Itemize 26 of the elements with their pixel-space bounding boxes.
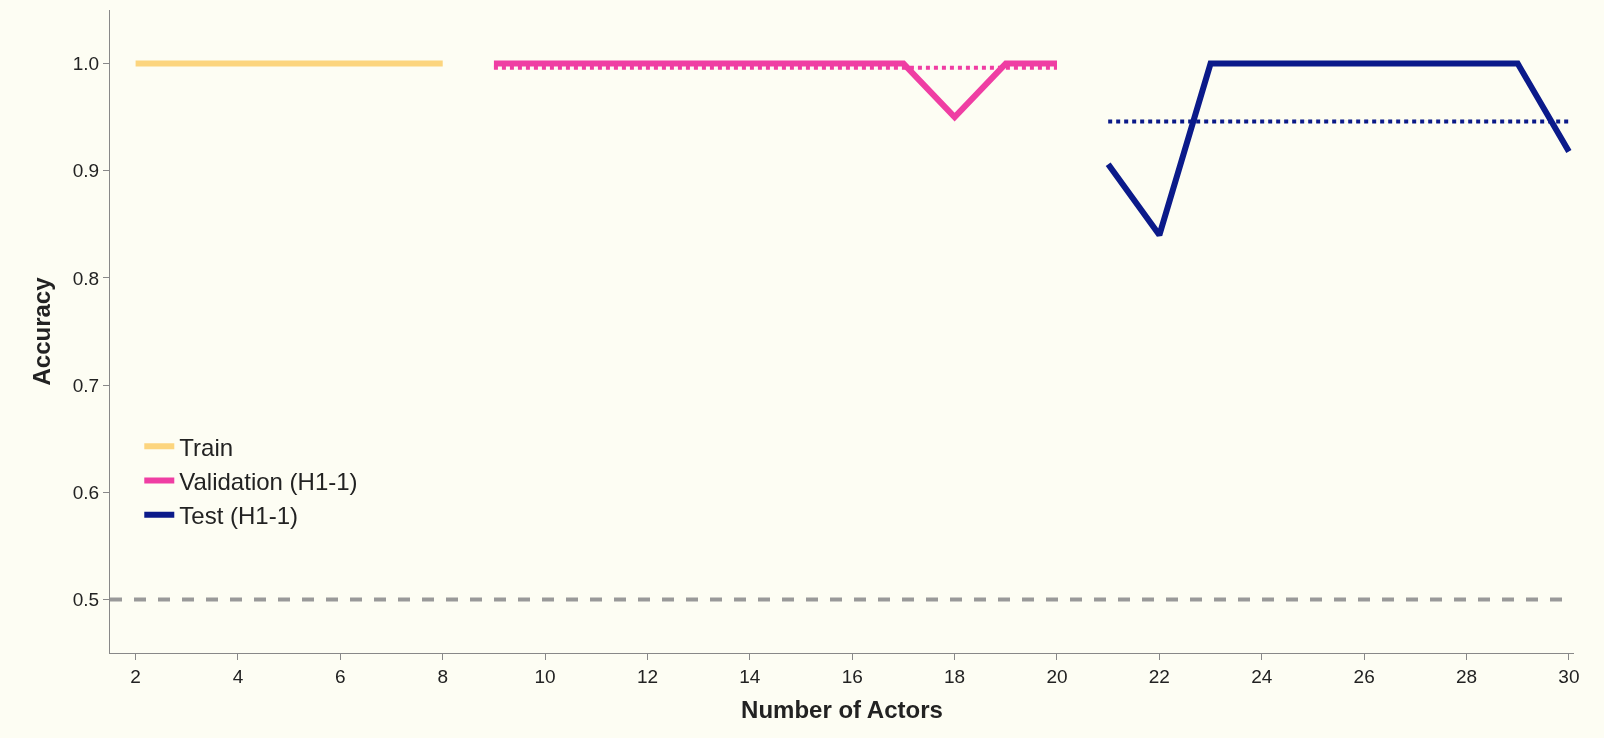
x-tick-label: 8 [437,665,449,687]
y-tick-label: 0.9 [72,160,100,182]
y-tick-label: 0.7 [72,374,100,396]
x-tick-label: 28 [1455,665,1478,687]
x-tick-label: 4 [232,665,244,687]
x-tick-label: 18 [944,665,966,687]
y-tick-label: 0.6 [72,481,100,503]
y-tick-label: 1.0 [72,53,100,75]
legend-label: Train [179,433,234,461]
x-axis-title: Number of Actors [741,696,943,724]
y-tick-label: 0.8 [72,267,100,289]
x-tick-label: 20 [1046,665,1068,687]
x-tick-label: 22 [1148,665,1170,687]
legend-label: Validation (H1-1) [179,467,358,495]
x-tick-label: 6 [335,665,346,687]
x-tick-label: 26 [1353,665,1375,687]
y-tick-label: 0.5 [72,589,100,611]
x-tick-label: 16 [841,665,863,687]
x-tick-label: 14 [739,665,761,687]
legend-label: Test (H1-1) [179,502,298,530]
x-tick-label: 24 [1251,665,1273,687]
x-tick-label: 12 [636,665,659,687]
x-tick-label: 2 [130,665,141,687]
y-axis-title: Accuracy [27,276,55,386]
x-tick-label: 10 [534,665,556,687]
x-tick-label: 30 [1558,665,1580,687]
